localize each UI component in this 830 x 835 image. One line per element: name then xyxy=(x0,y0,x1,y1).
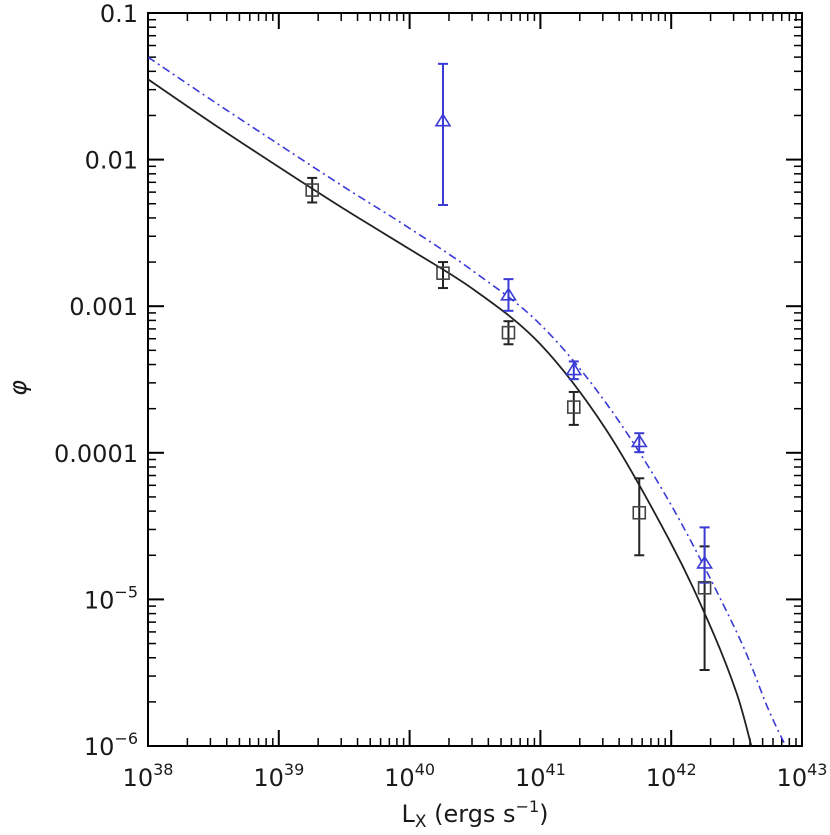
x-axis-label: LX (ergs s−1) xyxy=(401,797,548,832)
square-marker xyxy=(501,325,516,340)
fit-curve-solid xyxy=(148,78,753,746)
triangle-marker xyxy=(696,555,714,569)
y-tick-label: 0.01 xyxy=(85,147,138,175)
square-marker xyxy=(632,505,647,520)
y-tick-label: 0.001 xyxy=(69,293,138,321)
square-marker xyxy=(436,266,450,280)
square-marker xyxy=(697,580,712,595)
x-tick-label: 1038 xyxy=(123,760,174,792)
x-tick-label: 1039 xyxy=(253,760,304,792)
y-tick-label: 0.1 xyxy=(100,0,138,28)
triangle-marker xyxy=(500,287,517,301)
x-tick-label: 1041 xyxy=(515,760,566,792)
square-marker xyxy=(566,400,581,414)
plot-frame xyxy=(147,12,803,747)
triangle-marker xyxy=(630,433,648,448)
fit-curves xyxy=(148,56,787,746)
y-axis-label: φ xyxy=(4,380,32,396)
square-marker xyxy=(305,183,319,197)
data-markers xyxy=(305,112,714,595)
y-tick-label: 10−6 xyxy=(84,729,138,761)
y-tick-label: 10−5 xyxy=(84,582,138,614)
y-tick-label: 0.0001 xyxy=(54,440,138,468)
triangle-marker xyxy=(434,112,452,127)
triangle-marker xyxy=(565,361,583,376)
x-tick-label: 1042 xyxy=(646,760,697,792)
fit-curve-dashdot xyxy=(148,56,787,746)
minor-ticks xyxy=(148,13,802,746)
error-bars xyxy=(307,62,710,671)
x-tick-labels: 1038 1039 1040 1041 1042 1043 xyxy=(123,760,828,792)
major-ticks xyxy=(147,12,803,747)
x-tick-label: 1040 xyxy=(384,760,435,792)
x-tick-label: 1043 xyxy=(777,760,828,792)
y-tick-labels: 0.1 0.01 0.001 0.0001 10−5 10−6 xyxy=(54,0,138,761)
